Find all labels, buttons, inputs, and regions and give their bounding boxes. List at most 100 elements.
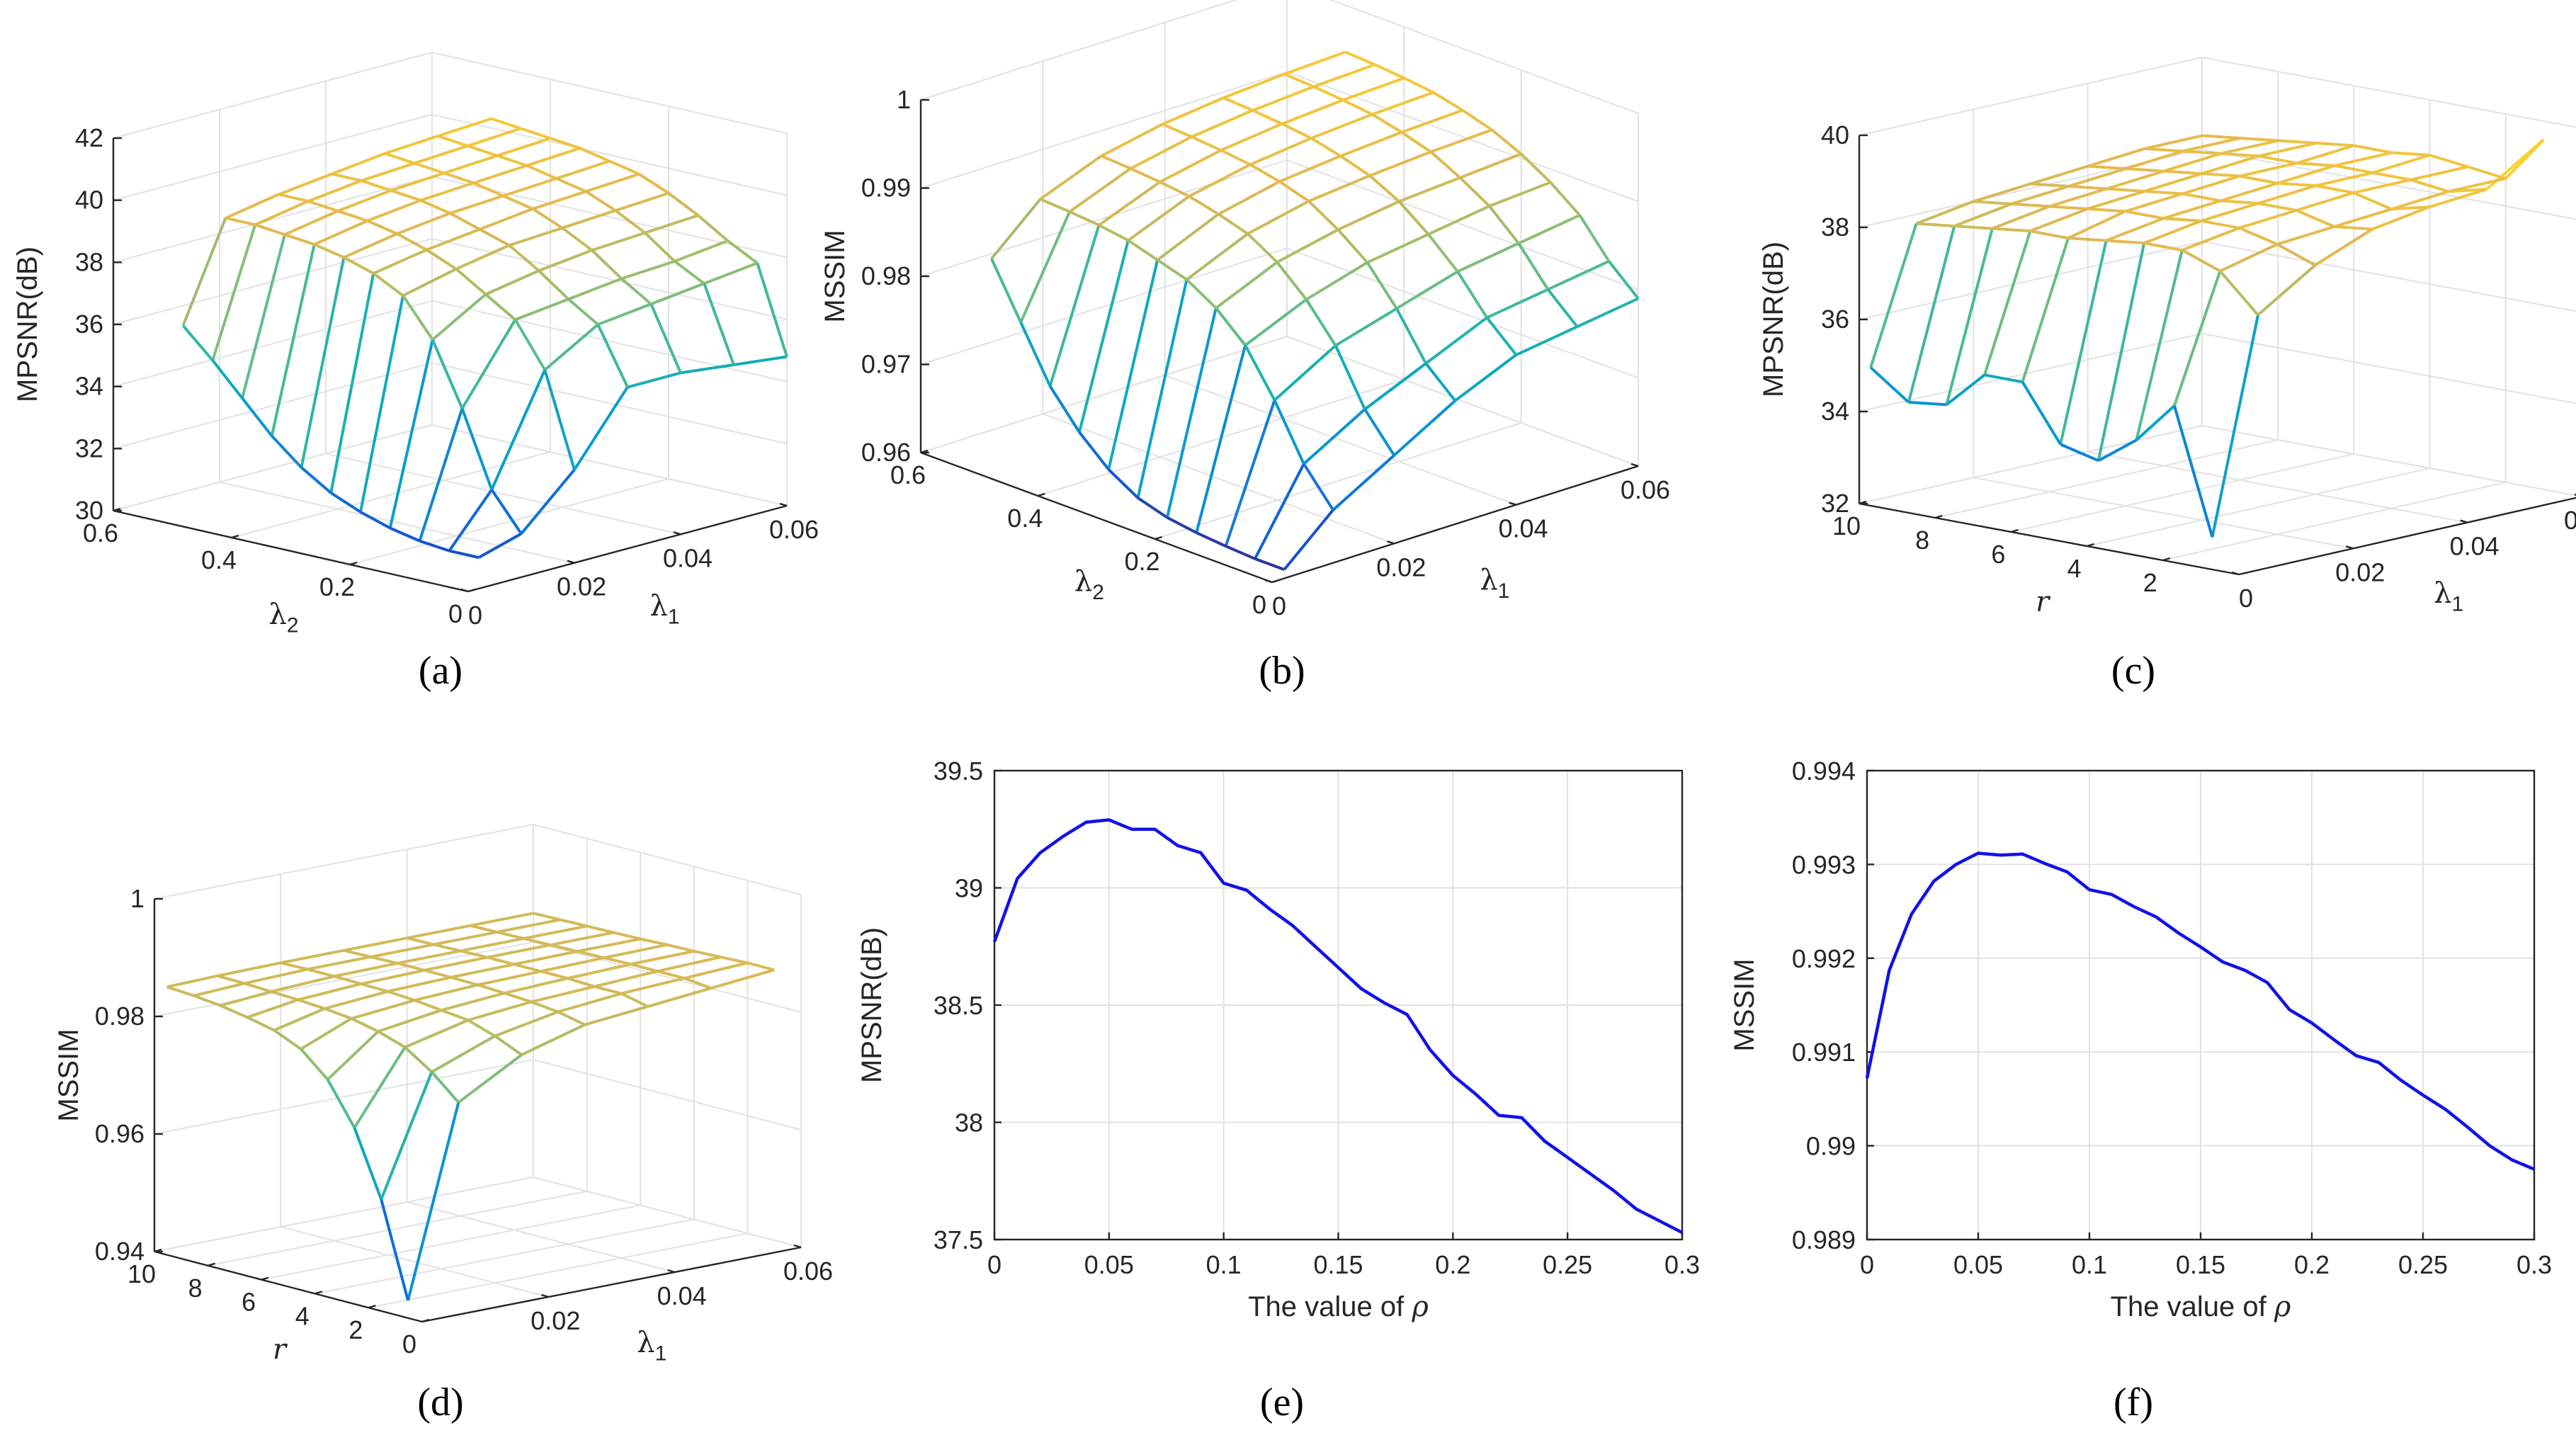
surface-segment	[674, 239, 729, 263]
surface-segment	[2238, 226, 2278, 246]
y-tick-mark	[1509, 501, 1517, 506]
surface-segment	[2021, 237, 2070, 382]
x-tick-label: 0.2	[2294, 1250, 2330, 1279]
panel-b: 0.96 0.97 0.98 0.99 1 0 0.2 0.4 0.6 0 0.02 0.04 0.06…	[819, 0, 1670, 620]
surface-segment	[2163, 217, 2202, 222]
surface-segment	[1281, 98, 1344, 125]
surface-segment	[181, 324, 214, 362]
x-tick-mark	[1037, 492, 1045, 497]
surface-segment	[1908, 400, 1947, 407]
surface-segment	[2258, 142, 2317, 158]
surface-segment	[1162, 96, 1225, 126]
surface-segment	[2106, 169, 2164, 191]
surface-segment	[441, 1009, 469, 1022]
surface-segment	[455, 244, 510, 271]
surface-segment	[418, 408, 464, 542]
surface-segment	[479, 207, 533, 231]
surface-segment	[300, 1017, 353, 1050]
surface-segment	[683, 977, 712, 990]
surface-segment	[324, 1007, 352, 1020]
surface-segment	[1454, 353, 1517, 402]
surface-segment	[577, 937, 641, 953]
surface-segment	[1101, 123, 1164, 157]
surface-segment	[2029, 207, 2088, 233]
surface-segment	[638, 173, 670, 195]
surface-segment	[326, 1079, 356, 1129]
surface-segment	[1403, 76, 1434, 94]
surface-segment	[443, 171, 475, 185]
surface-segment	[2059, 240, 2108, 445]
surface-segment	[246, 1016, 275, 1032]
x-axis-label: r	[2036, 586, 2051, 618]
surface-segment	[497, 137, 551, 157]
y-tick-label: 0.04	[663, 543, 713, 572]
surface-segment	[1019, 211, 1071, 323]
surface-segment	[2068, 167, 2126, 188]
surface-segment	[2410, 165, 2468, 181]
surface-segment	[419, 198, 451, 215]
y-tick-label: 0.991	[1792, 1038, 1856, 1067]
surface-segment	[2105, 217, 2164, 242]
surface-segment	[1159, 149, 1222, 183]
surface-segment	[366, 219, 398, 235]
surface-segment	[331, 152, 386, 176]
y-tick-label: 0	[1272, 591, 1286, 620]
surface-segment	[1048, 385, 1081, 433]
surface-segment	[2162, 199, 2221, 220]
surface-segment	[1220, 123, 1283, 152]
wall-gridline-z	[1859, 424, 2576, 504]
z-tick-label: 0.96	[861, 438, 911, 467]
surface-segment	[560, 918, 588, 928]
surface-segment	[424, 968, 452, 979]
surface-segment	[1424, 316, 1488, 365]
surface-segment	[448, 489, 493, 552]
y-tick-label: 0.02	[557, 572, 606, 601]
panel-e: 0 0.05 0.1 0.15 0.2 0.25 0.3 37.5 38 38.5 39 39.5 Th…	[856, 756, 1700, 1323]
surface-segment	[526, 147, 581, 167]
x-tick-label: 2	[348, 1315, 363, 1344]
z-tick-label: 0.99	[861, 174, 911, 203]
surface-segment	[484, 293, 516, 321]
surface-segment	[1247, 232, 1278, 263]
surface-segment	[630, 949, 695, 966]
x-tick-mark	[2011, 528, 2019, 533]
surface-segment	[640, 937, 668, 946]
surface-segment	[490, 369, 547, 491]
caption-d: (d)	[417, 1381, 463, 1424]
surface-segment	[1040, 198, 1070, 213]
surface-segment	[514, 319, 546, 371]
surface-segment	[270, 244, 316, 436]
surface-segment	[555, 177, 587, 193]
x-tick-label: 6	[1991, 540, 2005, 569]
surface-segment	[254, 200, 310, 227]
surface-segment	[2181, 174, 2240, 195]
surface-segment	[1307, 200, 1339, 231]
surface-segment	[2372, 171, 2411, 181]
surface-segment	[1312, 85, 1344, 102]
surface-segment	[426, 248, 458, 271]
surface-segment	[1429, 150, 1461, 179]
surface-segment	[220, 990, 272, 1007]
x-tick-label: 4	[2067, 554, 2082, 583]
surface-segment	[2240, 137, 2279, 142]
surface-segment	[407, 1101, 460, 1301]
wall-gridline-z	[113, 51, 788, 139]
y-tick-mark	[1386, 540, 1395, 545]
x-tick-mark	[421, 1318, 430, 1323]
surface-segment	[361, 161, 415, 182]
surface-segment	[1992, 205, 2050, 230]
surface-segment	[667, 192, 699, 217]
x-axis-label: The value of ρ	[2111, 1291, 2291, 1323]
surface-segment	[1945, 228, 1994, 405]
surface-segment	[620, 259, 676, 280]
surface-segment	[2276, 243, 2316, 267]
surface-segment	[1222, 96, 1254, 112]
y-axis-label: MSSIM	[1729, 958, 1760, 1051]
wall-gridline-z	[920, 247, 1639, 379]
surface-segment	[1984, 373, 2023, 384]
gridline-y	[1859, 135, 2240, 575]
surface-segment	[1191, 109, 1254, 138]
wall-gridline-z	[113, 113, 788, 201]
surface-segment	[359, 295, 404, 513]
